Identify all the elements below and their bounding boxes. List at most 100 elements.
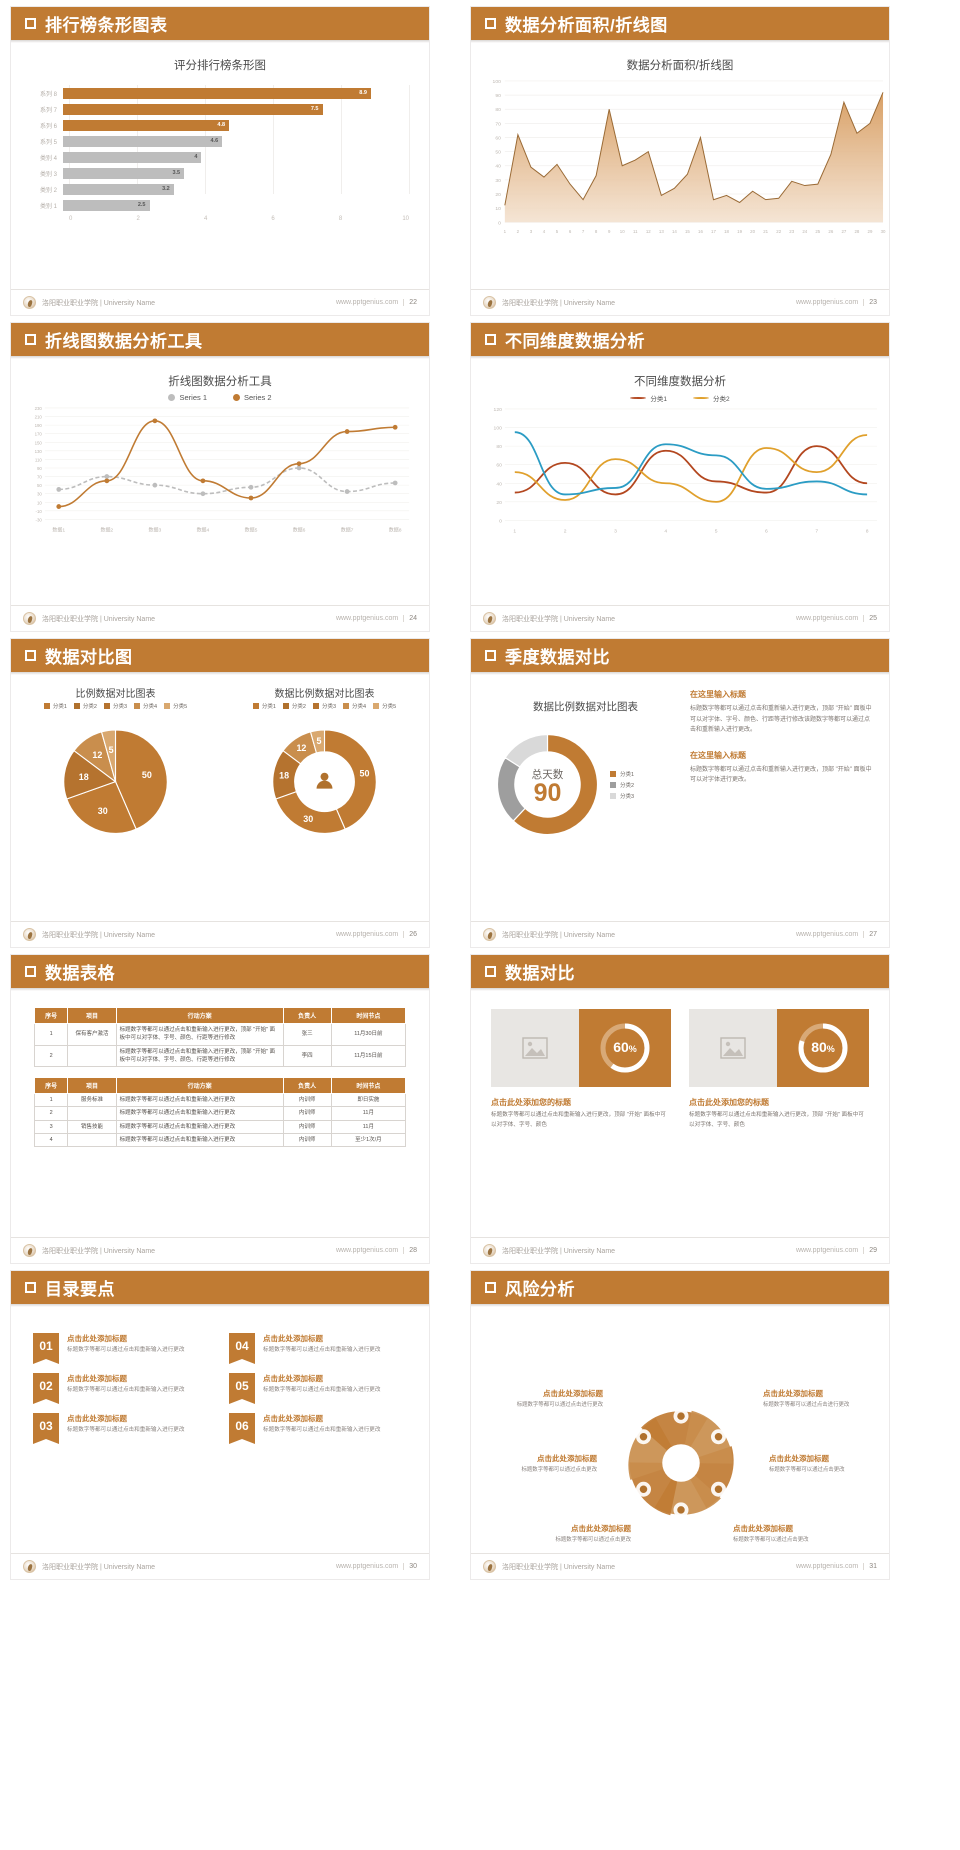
catalog-title: 点击此处添加标题: [263, 1374, 323, 1383]
data-table-1[interactable]: 序号 项目 行动方案 负责人 时间节点 1 保有客户激活 标题数字等都可以通过点击和重新输入进…: [33, 1007, 407, 1067]
legend-item[interactable]: 分类4: [134, 702, 157, 710]
risk-title: 点击此处添加标题: [537, 1454, 597, 1463]
table-cell: 销售技能: [67, 1119, 117, 1134]
slide-data-comparison-pies[interactable]: 数据对比图 比例数据对比图表 分类1 分类2 分类3 分类4 分类5 50 30 18 12 5…: [10, 638, 430, 948]
slide-percent-comparison[interactable]: 数据对比: [470, 954, 890, 1264]
catalog-item[interactable]: 03 点击此处添加标题 标题数字等都可以通过点击和重新输入进行更改: [33, 1413, 211, 1444]
legend-item-cat2[interactable]: 分类2: [693, 393, 730, 403]
y-tick: 60: [496, 463, 502, 469]
pie-chart-panel: 比例数据对比图表 分类1 分类2 分类3 分类4 分类5 50 30 18 12 5: [11, 675, 220, 921]
pie-chart: 50 30 18 12 5: [63, 729, 168, 834]
table-row[interactable]: 3 销售技能 标题数字等都可以通过点击和重新输入进行更改 内训师 11月: [33, 1119, 407, 1134]
table-row[interactable]: 1 保有客户激活 标题数字等都可以通过点击和重新输入进行更改，顶部 "开始" 面板中…: [33, 1023, 407, 1046]
data-table-2[interactable]: 序号 项目 行动方案 负责人 时间节点 1 服务标准 标题数字等都可以通过点击和重新输入进行更…: [33, 1077, 407, 1148]
catalog-item[interactable]: 06 点击此处添加标题 标题数字等都可以通过点击和重新输入进行更改: [229, 1413, 407, 1444]
bar: 3.2: [63, 183, 174, 195]
legend-item[interactable]: 分类2: [73, 702, 97, 710]
pie-slice: [323, 729, 377, 830]
slide-quarterly-comparison[interactable]: 季度数据对比 数据比例数据对比图表 总天数 90 分类1 分类2 分类3 在这里输入标…: [470, 638, 890, 948]
legend-item[interactable]: 分类4: [343, 702, 366, 710]
slide-header: 风险分析: [471, 1271, 889, 1304]
catalog-item[interactable]: 01 点击此处添加标题 标题数字等都可以通过点击和重新输入进行更改: [33, 1333, 211, 1364]
legend-item[interactable]: 分类3: [103, 702, 127, 710]
x-tick: 12: [646, 229, 651, 234]
slide-footer: 洛阳职业职业学院 | University Name www.pptgenius…: [471, 289, 889, 315]
risk-item-3[interactable]: 点击此处添加标题 标题数字等都可以通过点击更改: [511, 1523, 631, 1545]
risk-item-5[interactable]: 点击此处添加标题 标题数字等都可以通过点击更改: [769, 1453, 889, 1475]
catalog-item[interactable]: 04 点击此处添加标题 标题数字等都可以通过点击和重新输入进行更改: [229, 1333, 407, 1364]
percent-ring-80: 80%: [798, 1023, 848, 1073]
table-header-cell: 行动方案: [115, 1007, 284, 1024]
slide-line-chart-tool[interactable]: 折线图数据分析工具 折线图数据分析工具 Series 1 Series 2 -3…: [10, 322, 430, 632]
risk-item-4[interactable]: 点击此处添加标题 标题数字等都可以通过点击进行更改: [763, 1388, 883, 1410]
catalog-item[interactable]: 05 点击此处添加标题 标题数字等都可以通过点击和重新输入进行更改: [229, 1373, 407, 1404]
square-bullet-icon: [25, 18, 36, 29]
line-chart: -30 -10 10 30 50 70 90 110 130 150 170 190 210 230 数据1…: [35, 406, 410, 533]
table-row[interactable]: 2 标题数字等都可以通过点击和重新输入进行更改 内训师 11月: [33, 1106, 407, 1121]
chart-title: 不同维度数据分析: [634, 376, 726, 388]
footer-site: www.pptgenius.com: [795, 299, 859, 306]
university-logo-icon: [483, 928, 496, 941]
slide-header-title: 排行榜条形图表: [45, 16, 168, 35]
y-tick: 60: [495, 135, 501, 141]
x-tick: 9: [608, 229, 611, 234]
chart-title: 数据分析面积/折线图: [626, 60, 734, 72]
percent-card[interactable]: 60% 点击此处添加您的标题 标题数字等都可以通过点击和重新输入进行更改，顶部 …: [491, 1009, 671, 1130]
legend-item-series1[interactable]: Series 1: [168, 393, 207, 402]
catalog-number: 06: [229, 1413, 255, 1444]
slide-risk-analysis[interactable]: 风险分析 点击此处添加标题 标题数字等都可以通过点击进行更改 点击此处添加标题 …: [470, 1270, 890, 1580]
legend-item[interactable]: 分类3: [610, 792, 634, 800]
percent-unit: %: [629, 1044, 637, 1054]
percent-card[interactable]: 80% 点击此处添加您的标题 标题数字等都可以通过点击和重新输入进行更改，顶部 …: [689, 1009, 869, 1130]
table-row[interactable]: 1 服务标准 标题数字等都可以通过点击和重新输入进行更改 内训师 即日实施: [33, 1092, 407, 1108]
slide-catalog-points[interactable]: 目录要点 01 点击此处添加标题 标题数字等都可以通过点击和重新输入进行更改 04 点击…: [10, 1270, 430, 1580]
slide-header-title: 数据表格: [45, 964, 115, 983]
legend-label: 分类5: [382, 704, 397, 710]
legend-item-series2[interactable]: Series 2: [233, 393, 272, 402]
university-logo-icon: [23, 296, 36, 309]
slide-ranking-bar-chart[interactable]: 排行榜条形图表 评分排行榜条形图 系列 8 8.9 系列 7 7.5 系列 6 4.8 系列…: [10, 6, 430, 316]
risk-item-6[interactable]: 点击此处添加标题 标题数字等都可以通过点击更改: [733, 1523, 853, 1545]
legend-item[interactable]: 分类3: [312, 702, 336, 710]
x-tick: 2: [564, 528, 567, 534]
picture-icon: [522, 1037, 548, 1059]
legend-item[interactable]: 分类2: [282, 702, 306, 710]
risk-item-2[interactable]: 点击此处添加标题 标题数字等都可以通过点击更改: [477, 1453, 597, 1475]
risk-item-1[interactable]: 点击此处添加标题 标题数字等都可以通过点击进行更改: [483, 1388, 603, 1410]
footer-page-number: 29: [863, 1247, 877, 1254]
x-tick: 19: [737, 229, 742, 234]
catalog-item[interactable]: 02 点击此处添加标题 标题数字等都可以通过点击和重新输入进行更改: [33, 1373, 211, 1404]
slide-header-title: 风险分析: [505, 1280, 575, 1299]
table-cell: [67, 1106, 117, 1121]
footer-page-number: 22: [403, 299, 417, 306]
legend-item[interactable]: 分类1: [610, 770, 634, 778]
slide-deck: 排行榜条形图表 评分排行榜条形图 系列 8 8.9 系列 7 7.5 系列 6 4.8 系列…: [0, 0, 960, 1586]
x-tick: 11: [633, 229, 638, 234]
text-panel: 在这里输入标题 标题数字等都可以通过点击和重新输入进行更改，顶部 "开始" 面板…: [686, 675, 889, 921]
slide-body: 比例数据对比图表 分类1 分类2 分类3 分类4 分类5 50 30 18 12 5 数据比例数…: [11, 675, 429, 921]
slide-header: 数据对比: [471, 955, 889, 988]
legend-item[interactable]: 分类1: [252, 702, 276, 710]
footer-site: www.pptgenius.com: [335, 299, 399, 306]
legend-item-cat1[interactable]: 分类1: [630, 393, 667, 403]
pie-legend: 分类1 分类2 分类3 分类4 分类5: [11, 702, 220, 710]
footer-site: www.pptgenius.com: [795, 1247, 859, 1254]
table-row[interactable]: 4 标题数字等都可以通过点击和重新输入进行更改 内训师 至少1次/月: [33, 1132, 407, 1148]
legend-item[interactable]: 分类5: [373, 702, 396, 710]
legend-item[interactable]: 分类2: [610, 781, 634, 789]
bar-row: 系列 7 7.5: [19, 101, 409, 117]
slide-body: 不同维度数据分析 分类1 分类2 0 20 40 60 80 100 120 1 2 3 4 5 6 7 8: [471, 359, 889, 605]
y-tick: 20: [495, 192, 501, 198]
y-tick: 70: [37, 475, 42, 480]
footer-university: 洛阳职业职业学院 | University Name: [502, 615, 616, 623]
slide-data-tables[interactable]: 数据表格 序号 项目 行动方案 负责人 时间节点 1 保有客户激活 标题数字等都可以通过点击和…: [10, 954, 430, 1264]
header-shadow: [471, 672, 889, 675]
legend-item[interactable]: 分类1: [43, 702, 67, 710]
pie-value: 12: [296, 743, 306, 753]
table-cell: 标题数字等都可以通过点击和重新输入进行更改: [115, 1106, 284, 1121]
table-row[interactable]: 2 标题数字等都可以通过点击和重新输入进行更改，顶部 "开始" 面板中可以对字体、…: [33, 1044, 407, 1067]
legend-item[interactable]: 分类5: [164, 702, 187, 710]
catalog-title: 点击此处添加标题: [263, 1414, 323, 1423]
slide-area-line-chart[interactable]: 数据分析面积/折线图 数据分析面积/折线图 0 10 20 30 40 50 60 70 80 9…: [470, 6, 890, 316]
slide-multi-dimension-chart[interactable]: 不同维度数据分析 不同维度数据分析 分类1 分类2 0 20 40 60 80 100 12…: [470, 322, 890, 632]
